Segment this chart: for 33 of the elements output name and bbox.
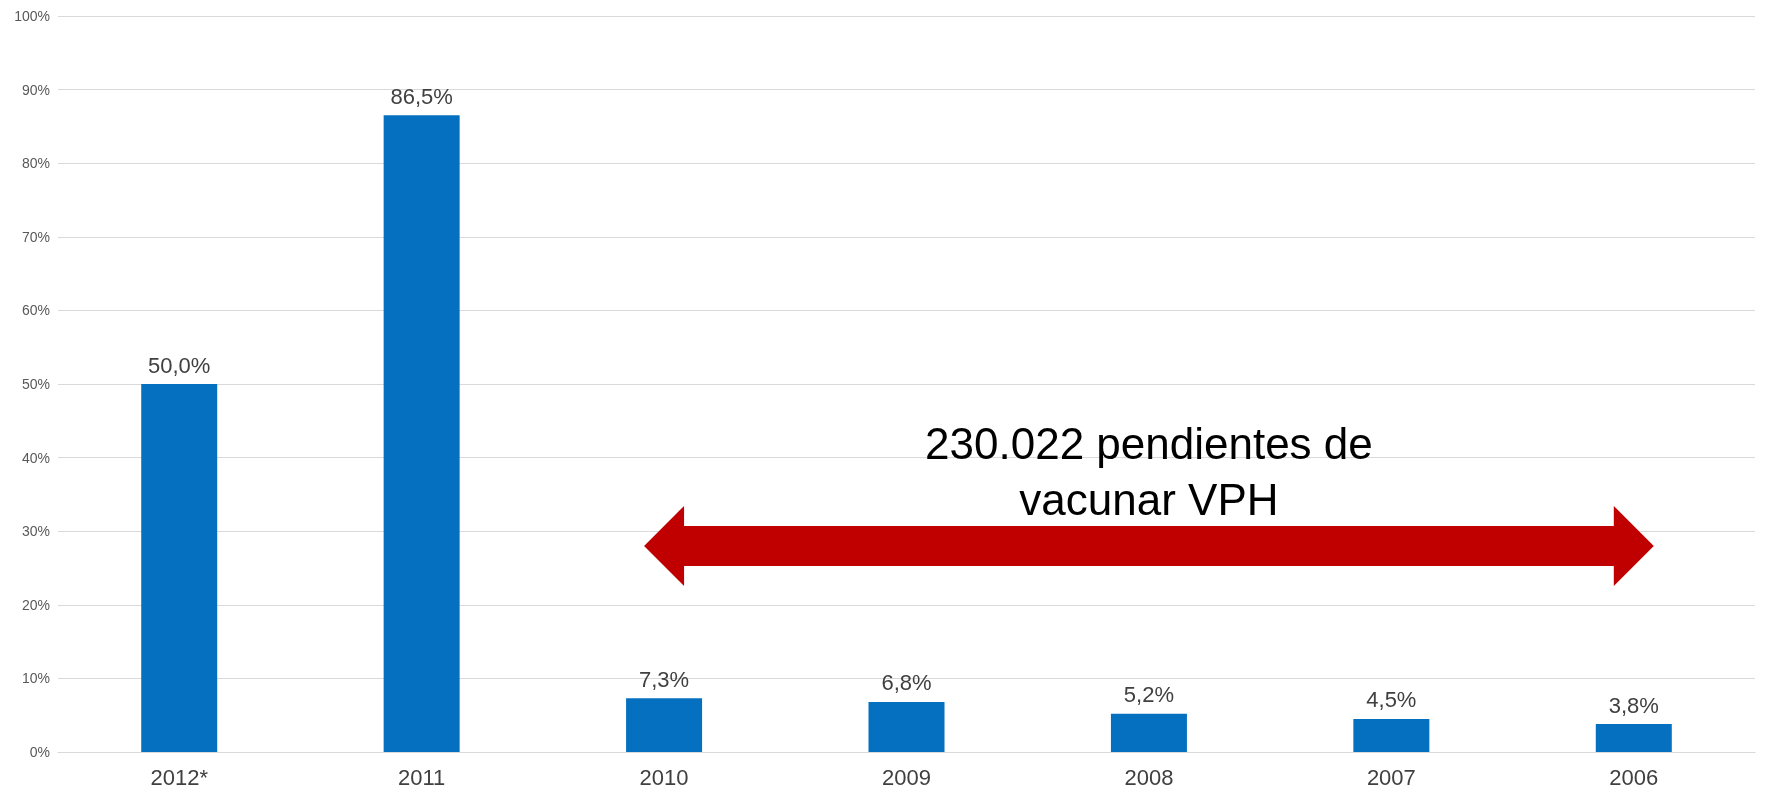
- bar: [1110, 713, 1187, 752]
- y-tick-label: 90%: [21, 81, 50, 98]
- x-tick-label: 2008: [1124, 764, 1174, 790]
- bar: [868, 701, 945, 752]
- data-label: 6,8%: [881, 670, 932, 696]
- bar: [1595, 724, 1672, 752]
- x-tick-label: 2006: [1609, 764, 1659, 790]
- x-tick-label: 2011: [397, 764, 446, 790]
- x-tick-label: 2009: [882, 764, 931, 790]
- data-label: 86,5%: [390, 83, 453, 109]
- y-tick-label: 30%: [21, 523, 50, 540]
- y-tick-label: 20%: [21, 596, 50, 613]
- y-tick-label: 80%: [21, 155, 50, 172]
- bar: [626, 698, 703, 752]
- x-tick-label: 2012*: [150, 764, 209, 790]
- bar: [1353, 718, 1430, 752]
- data-label: 7,3%: [638, 666, 690, 692]
- bar: [383, 115, 460, 752]
- y-tick-label: 10%: [21, 670, 50, 687]
- x-tick-label: 2010: [639, 764, 689, 790]
- y-tick-label: 100%: [14, 8, 50, 24]
- data-label: 5,2%: [1123, 682, 1175, 708]
- x-tick-label: 2007: [1366, 764, 1416, 790]
- data-label: 4,5%: [1366, 687, 1417, 713]
- bar: [141, 384, 218, 752]
- y-tick-label: 40%: [21, 449, 50, 466]
- data-label: 50,0%: [148, 352, 211, 378]
- annotation: 230.022 pendientes de vacunar VPH: [924, 417, 1374, 526]
- data-label: 3,8%: [1608, 692, 1659, 718]
- y-tick-label: 50%: [21, 376, 50, 392]
- y-tick-label: 70%: [21, 228, 50, 245]
- y-tick-label: 60%: [21, 302, 50, 319]
- y-tick-label: 0%: [29, 744, 50, 760]
